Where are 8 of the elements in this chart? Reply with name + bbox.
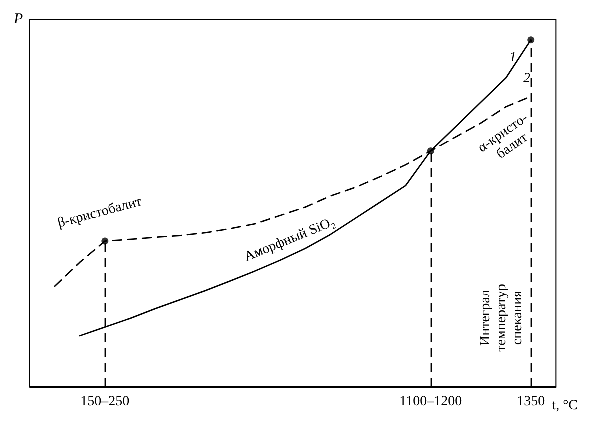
- x-tick-label: 150–250: [80, 394, 130, 410]
- y-axis-title: P: [13, 12, 24, 28]
- annotation: Интеграл температур спекания: [478, 284, 526, 352]
- x-axis-title: t, °C: [552, 398, 578, 414]
- x-tick-label: 1100–1200: [400, 394, 462, 410]
- annotation: 2: [524, 72, 530, 86]
- annotation: 1: [510, 50, 516, 66]
- x-tick-label: 1350: [517, 394, 546, 410]
